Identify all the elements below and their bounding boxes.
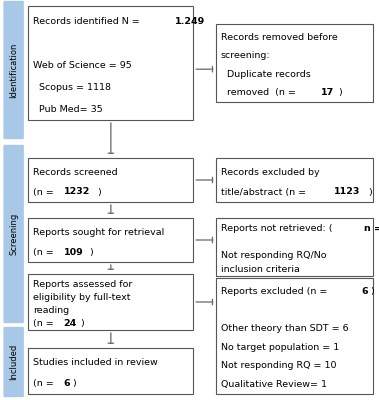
Text: eligibility by full-text: eligibility by full-text (33, 293, 130, 302)
Text: Screening: Screening (9, 213, 18, 255)
Bar (216, 278, 373, 394)
Text: 17: 17 (321, 88, 334, 97)
Bar (28, 6, 193, 120)
Text: Pub Med= 35: Pub Med= 35 (33, 104, 103, 114)
Bar (28, 274, 193, 330)
Text: Included: Included (9, 344, 18, 380)
Text: Qualitative Review= 1: Qualitative Review= 1 (221, 380, 327, 389)
Text: 1123: 1123 (334, 188, 361, 196)
Text: Records screened: Records screened (33, 168, 117, 176)
Text: ): ) (368, 188, 372, 196)
Text: Studies included in review: Studies included in review (33, 358, 158, 367)
Text: 1232: 1232 (64, 188, 90, 196)
FancyBboxPatch shape (3, 145, 24, 323)
Text: 1.249: 1.249 (175, 16, 205, 26)
Bar (28, 218, 193, 262)
Text: 24: 24 (64, 319, 77, 328)
Text: 6: 6 (64, 379, 70, 388)
Text: Duplicate records: Duplicate records (221, 70, 310, 79)
Text: ): ) (338, 88, 342, 97)
Text: (n =: (n = (33, 188, 57, 196)
Text: Scopus = 1118: Scopus = 1118 (33, 82, 111, 92)
Text: Identification: Identification (9, 42, 18, 98)
Bar (216, 24, 373, 102)
Text: Reports excluded (n =: Reports excluded (n = (221, 287, 330, 296)
Text: screening:: screening: (221, 51, 270, 60)
Text: Not responding RQ = 10: Not responding RQ = 10 (221, 362, 336, 370)
Text: title/abstract (n =: title/abstract (n = (221, 188, 309, 196)
Text: ): ) (81, 319, 85, 328)
Text: n =: n = (365, 224, 379, 233)
Text: No target population = 1: No target population = 1 (221, 343, 339, 352)
Text: (n =: (n = (33, 248, 57, 256)
Text: Records removed before: Records removed before (221, 33, 337, 42)
Text: Reports not retrieved: (: Reports not retrieved: ( (221, 224, 332, 233)
Text: reading: reading (33, 306, 69, 315)
Text: Records excluded by: Records excluded by (221, 168, 319, 176)
Bar (216, 218, 373, 276)
Text: 109: 109 (64, 248, 83, 256)
FancyBboxPatch shape (3, 1, 24, 139)
Bar (216, 158, 373, 202)
Text: Records identified N =: Records identified N = (33, 16, 143, 26)
Text: Reports assessed for: Reports assessed for (33, 280, 132, 289)
Text: ): ) (370, 287, 374, 296)
FancyBboxPatch shape (3, 327, 24, 397)
Bar (28, 348, 193, 394)
Text: (n =: (n = (33, 379, 57, 388)
Text: inclusion criteria: inclusion criteria (221, 265, 299, 274)
Text: (n =: (n = (33, 319, 57, 328)
Text: ): ) (72, 379, 76, 388)
Text: Not responding RQ/No: Not responding RQ/No (221, 251, 326, 260)
Text: Web of Science = 95: Web of Science = 95 (33, 60, 132, 70)
Text: 6: 6 (362, 287, 368, 296)
Text: ): ) (98, 188, 102, 196)
Text: Other theory than SDT = 6: Other theory than SDT = 6 (221, 324, 348, 333)
Text: removed  (n =: removed (n = (221, 88, 298, 97)
Text: Reports sought for retrieval: Reports sought for retrieval (33, 228, 164, 236)
Text: ): ) (89, 248, 93, 256)
Bar (28, 158, 193, 202)
